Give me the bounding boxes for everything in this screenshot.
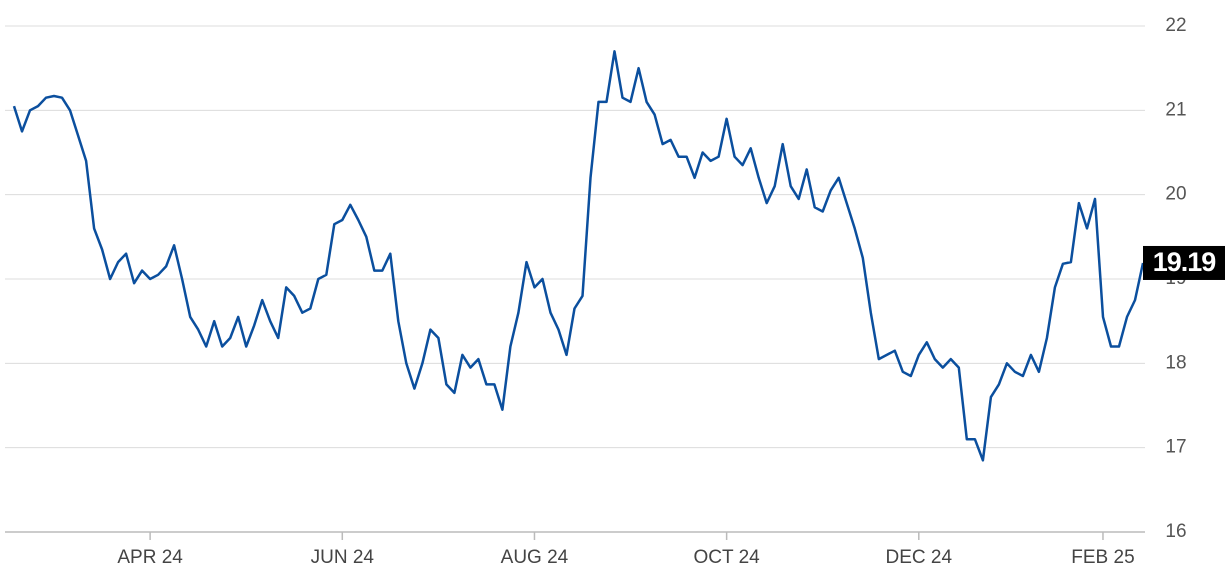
x-tick-label: OCT 24 <box>694 547 761 568</box>
y-tick-label: 20 <box>1165 184 1186 205</box>
x-tick-label: JUN 24 <box>311 547 375 568</box>
last-price-label: 19.19 <box>1153 247 1217 277</box>
y-tick-label: 22 <box>1165 15 1186 36</box>
y-tick-label: 18 <box>1165 352 1186 373</box>
x-tick-label: AUG 24 <box>501 547 569 568</box>
y-tick-label: 16 <box>1165 521 1186 542</box>
x-tick-label: FEB 25 <box>1071 547 1134 568</box>
price-line <box>12 50 1145 462</box>
y-tick-label: 21 <box>1165 99 1186 120</box>
x-tick-label: APR 24 <box>117 547 183 568</box>
y-tick-label: 17 <box>1165 437 1186 458</box>
last-price-box <box>1143 245 1225 280</box>
x-tick-label: DEC 24 <box>886 547 953 568</box>
